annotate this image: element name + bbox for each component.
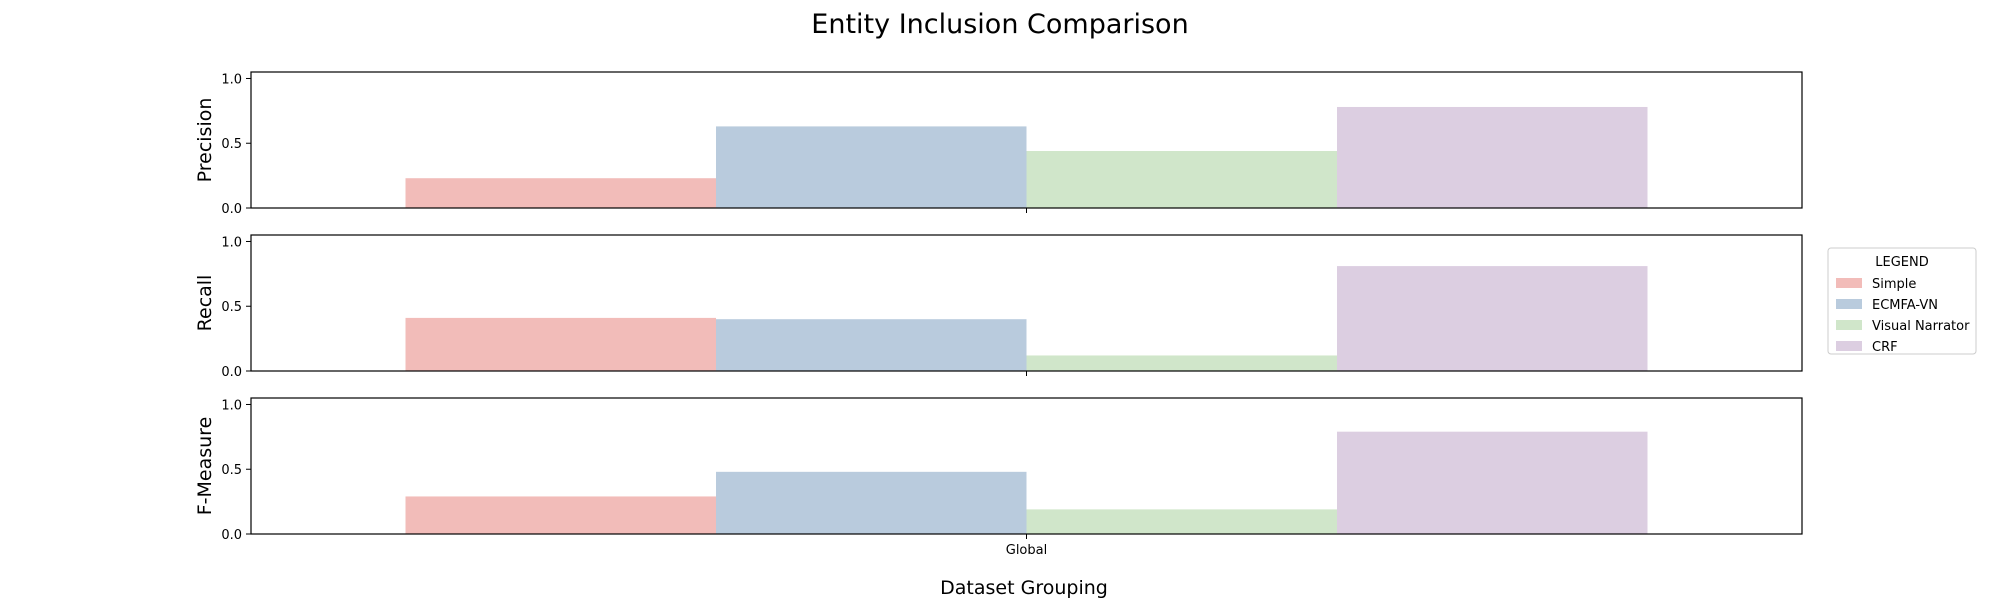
- legend-item-label: Simple: [1872, 277, 1916, 292]
- y-tick-label: 0.5: [221, 300, 242, 315]
- legend-swatch: [1836, 341, 1862, 351]
- bar-crf: [1337, 431, 1648, 534]
- panel-precision: 0.0 0.5 1.0 Precision: [194, 71, 1803, 217]
- bar-visual-narrator: [1026, 355, 1337, 371]
- bar-simple: [405, 178, 716, 208]
- bar-simple: [405, 317, 716, 371]
- y-tick-label: 0.0: [221, 528, 242, 543]
- y-tick-label: 1.0: [221, 398, 242, 413]
- legend-item-label: Visual Narrator: [1872, 319, 1970, 334]
- y-tick-label: 0.0: [221, 202, 242, 217]
- legend-title: LEGEND: [1875, 255, 1928, 270]
- chart-title: Entity Inclusion Comparison: [811, 9, 1188, 40]
- legend-swatch: [1836, 278, 1862, 288]
- bar-crf: [1337, 266, 1648, 371]
- legend-item-label: CRF: [1872, 340, 1898, 355]
- legend: LEGEND Simple ECMFA-VN Visual Narrator CRF: [1827, 247, 1977, 355]
- bar-ecmfa-vn: [716, 471, 1027, 534]
- bar-ecmfa-vn: [716, 319, 1027, 371]
- x-tick-label: Global: [1006, 543, 1047, 558]
- y-axis-label: F-Measure: [194, 417, 216, 516]
- legend-swatch: [1836, 299, 1862, 309]
- y-tick-label: 0.0: [221, 365, 242, 380]
- legend-item-label: ECMFA-VN: [1872, 298, 1938, 313]
- bar-simple: [405, 496, 716, 534]
- y-axis-label: Precision: [194, 98, 216, 183]
- y-axis-label: Recall: [194, 275, 216, 332]
- y-tick-label: 1.0: [221, 72, 242, 87]
- legend-swatch: [1836, 320, 1862, 330]
- subplots: 0.0 0.5 1.0 Precision 0.0 0.5 1.0 Recall 0.0 0.5 1…: [194, 71, 1803, 558]
- bar-visual-narrator: [1026, 509, 1337, 534]
- panel-recall: 0.0 0.5 1.0 Recall: [194, 234, 1803, 380]
- bar-crf: [1337, 106, 1648, 208]
- x-axis-label: Dataset Grouping: [940, 577, 1108, 599]
- bar-ecmfa-vn: [716, 126, 1027, 208]
- y-tick-label: 0.5: [221, 463, 242, 478]
- y-tick-label: 1.0: [221, 235, 242, 250]
- y-tick-label: 0.5: [221, 137, 242, 152]
- legend-box: [1827, 247, 1977, 355]
- panel-f-measure: 0.0 0.5 1.0 Global F-Measure: [194, 397, 1803, 558]
- bar-visual-narrator: [1026, 151, 1337, 208]
